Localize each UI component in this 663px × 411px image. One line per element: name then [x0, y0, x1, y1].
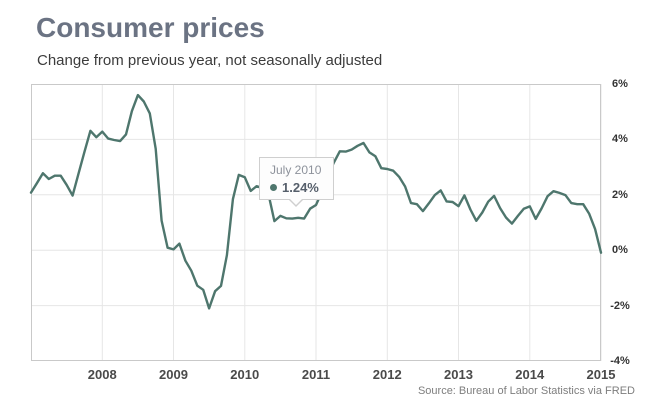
y-axis-tick-label: -2% [610, 299, 630, 312]
y-axis-tick-label: 2% [612, 188, 628, 201]
x-axis-tick-label: 2010 [230, 367, 260, 382]
y-axis-tick-label: -4% [610, 355, 630, 367]
x-axis-tick-label: 2011 [301, 367, 331, 382]
y-axis-tick-label: 0% [612, 244, 628, 257]
tooltip-date: July 2010 [270, 163, 322, 177]
x-axis-tick-label: 2014 [515, 367, 545, 382]
x-axis-tick-label: 2012 [372, 367, 402, 382]
page-subtitle: Change from previous year, not seasonall… [37, 52, 383, 69]
x-axis-tick-label: 2009 [159, 367, 188, 382]
x-axis-tick-label: 2008 [87, 367, 117, 382]
x-axis-tick-label: 2015 [586, 367, 616, 382]
y-axis-tick-label: 6% [612, 78, 628, 90]
y-axis-tick-label: 4% [612, 133, 628, 146]
plot-border [31, 84, 601, 361]
x-axis-tick-label: 2013 [444, 367, 473, 382]
tooltip-value: 1.24% [282, 180, 319, 195]
cpi-series-line [29, 93, 603, 310]
source-note: Source: Bureau of Labor Statistics via F… [417, 385, 635, 397]
tooltip-value-row: 1.24% [270, 180, 333, 195]
chart-tooltip: July 2010 1.24% [259, 157, 334, 207]
page-title: Consumer prices [36, 12, 265, 43]
data-point-marker-icon [270, 184, 277, 191]
